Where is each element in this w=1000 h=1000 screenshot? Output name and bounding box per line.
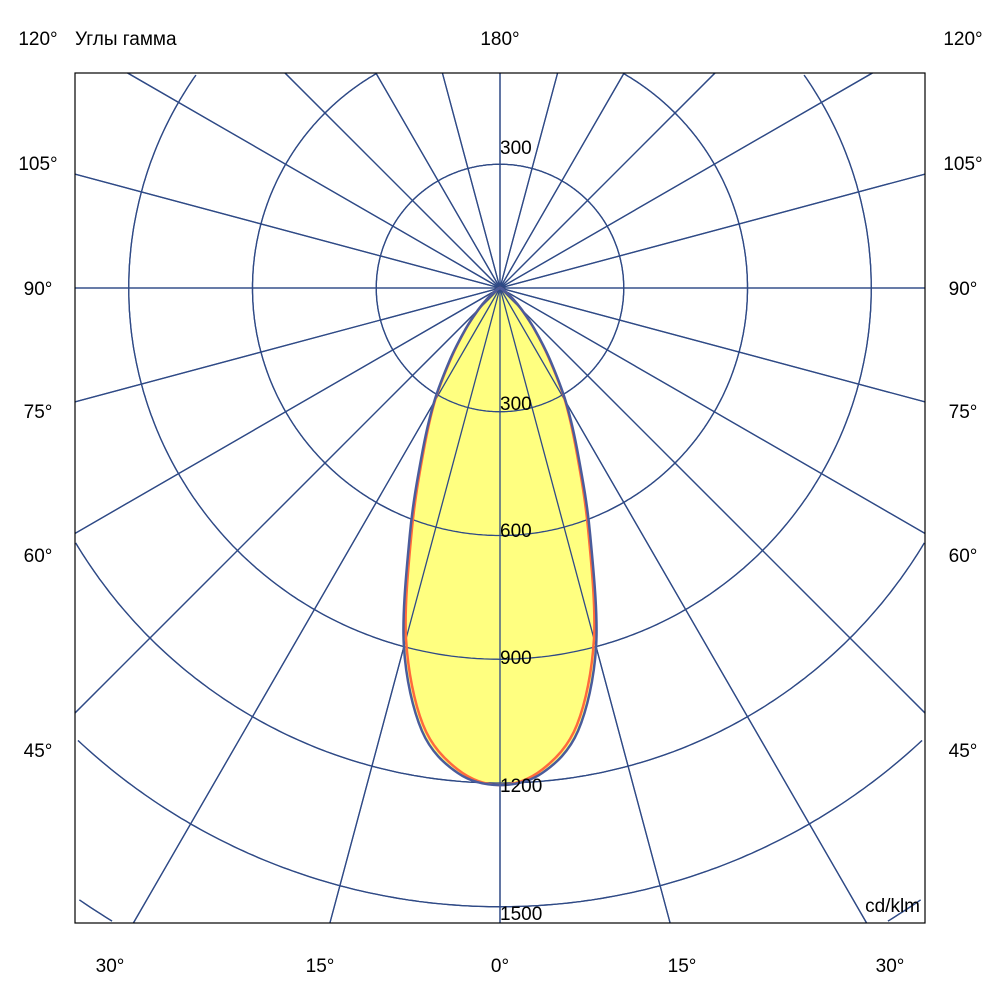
radial-tick-labels: 300 300 600 900 1200 1500 — [500, 138, 542, 925]
angle-label: 90° — [24, 279, 53, 300]
radial-tick-label: 1500 — [500, 904, 542, 925]
title: Углы гамма — [75, 29, 177, 50]
grid-radial-line — [74, 173, 501, 289]
angle-label: 15° — [668, 956, 697, 977]
bottom-angle-labels: 30° 15° 0° 15° 30° — [96, 956, 905, 977]
right-angle-labels: 120° 105° 90° 75° 60° 45° — [943, 29, 982, 762]
polar-grid-overlay — [74, 72, 926, 924]
grid-circle — [128, 74, 872, 660]
grid-radial-line — [499, 72, 559, 289]
grid-radial-line — [499, 72, 716, 289]
grid-radial-line — [499, 173, 926, 289]
radial-tick-label: 1200 — [500, 776, 542, 797]
grid-radial-line — [74, 287, 501, 714]
grid-radial-line — [441, 72, 501, 289]
angle-label: 75° — [949, 402, 978, 423]
grid-radial-line — [499, 287, 926, 714]
grid-radial-line — [74, 287, 501, 403]
angle-label: 30° — [96, 956, 125, 977]
angle-label: 90° — [949, 279, 978, 300]
angle-label: 120° — [943, 29, 982, 50]
radial-tick-label: 600 — [500, 521, 532, 542]
unit-label: cd/klm — [865, 896, 920, 917]
grid-radial-line — [499, 287, 868, 924]
grid-radial-line — [284, 72, 501, 289]
grid-radial-line — [375, 72, 501, 289]
angle-label: 120° — [18, 29, 57, 50]
grid-radial-line — [132, 287, 501, 924]
grid-radial-line — [499, 287, 926, 534]
angle-label: 0° — [491, 956, 509, 977]
curve-c0-c180 — [402, 286, 598, 787]
angle-label: 45° — [949, 741, 978, 762]
grid-radial-line — [499, 72, 625, 289]
angle-label: 105° — [18, 154, 57, 175]
radial-tick-label: 900 — [500, 648, 532, 669]
grid-radial-line — [74, 287, 501, 534]
angle-label: 75° — [24, 402, 53, 423]
plot-frame — [74, 72, 926, 924]
angle-label: 60° — [24, 546, 53, 567]
radial-tick-label: 300 — [500, 394, 532, 415]
grid-radial-line — [127, 72, 501, 289]
grid-circle — [79, 899, 921, 922]
grid-radial-line — [499, 72, 873, 289]
angle-label: 15° — [306, 956, 335, 977]
angle-label: 60° — [949, 546, 978, 567]
angle-label: 105° — [943, 154, 982, 175]
left-angle-labels: 120° 105° 90° 75° 60° 45° — [18, 29, 57, 762]
radial-tick-label-upper: 300 — [500, 138, 532, 159]
angle-label: 45° — [24, 741, 53, 762]
angle-label: 30° — [876, 956, 905, 977]
grid-radial-line — [329, 287, 501, 924]
top-angle-label: 180° — [480, 29, 519, 50]
grid-radial-line — [499, 287, 926, 403]
grid-radial-line — [499, 287, 671, 924]
